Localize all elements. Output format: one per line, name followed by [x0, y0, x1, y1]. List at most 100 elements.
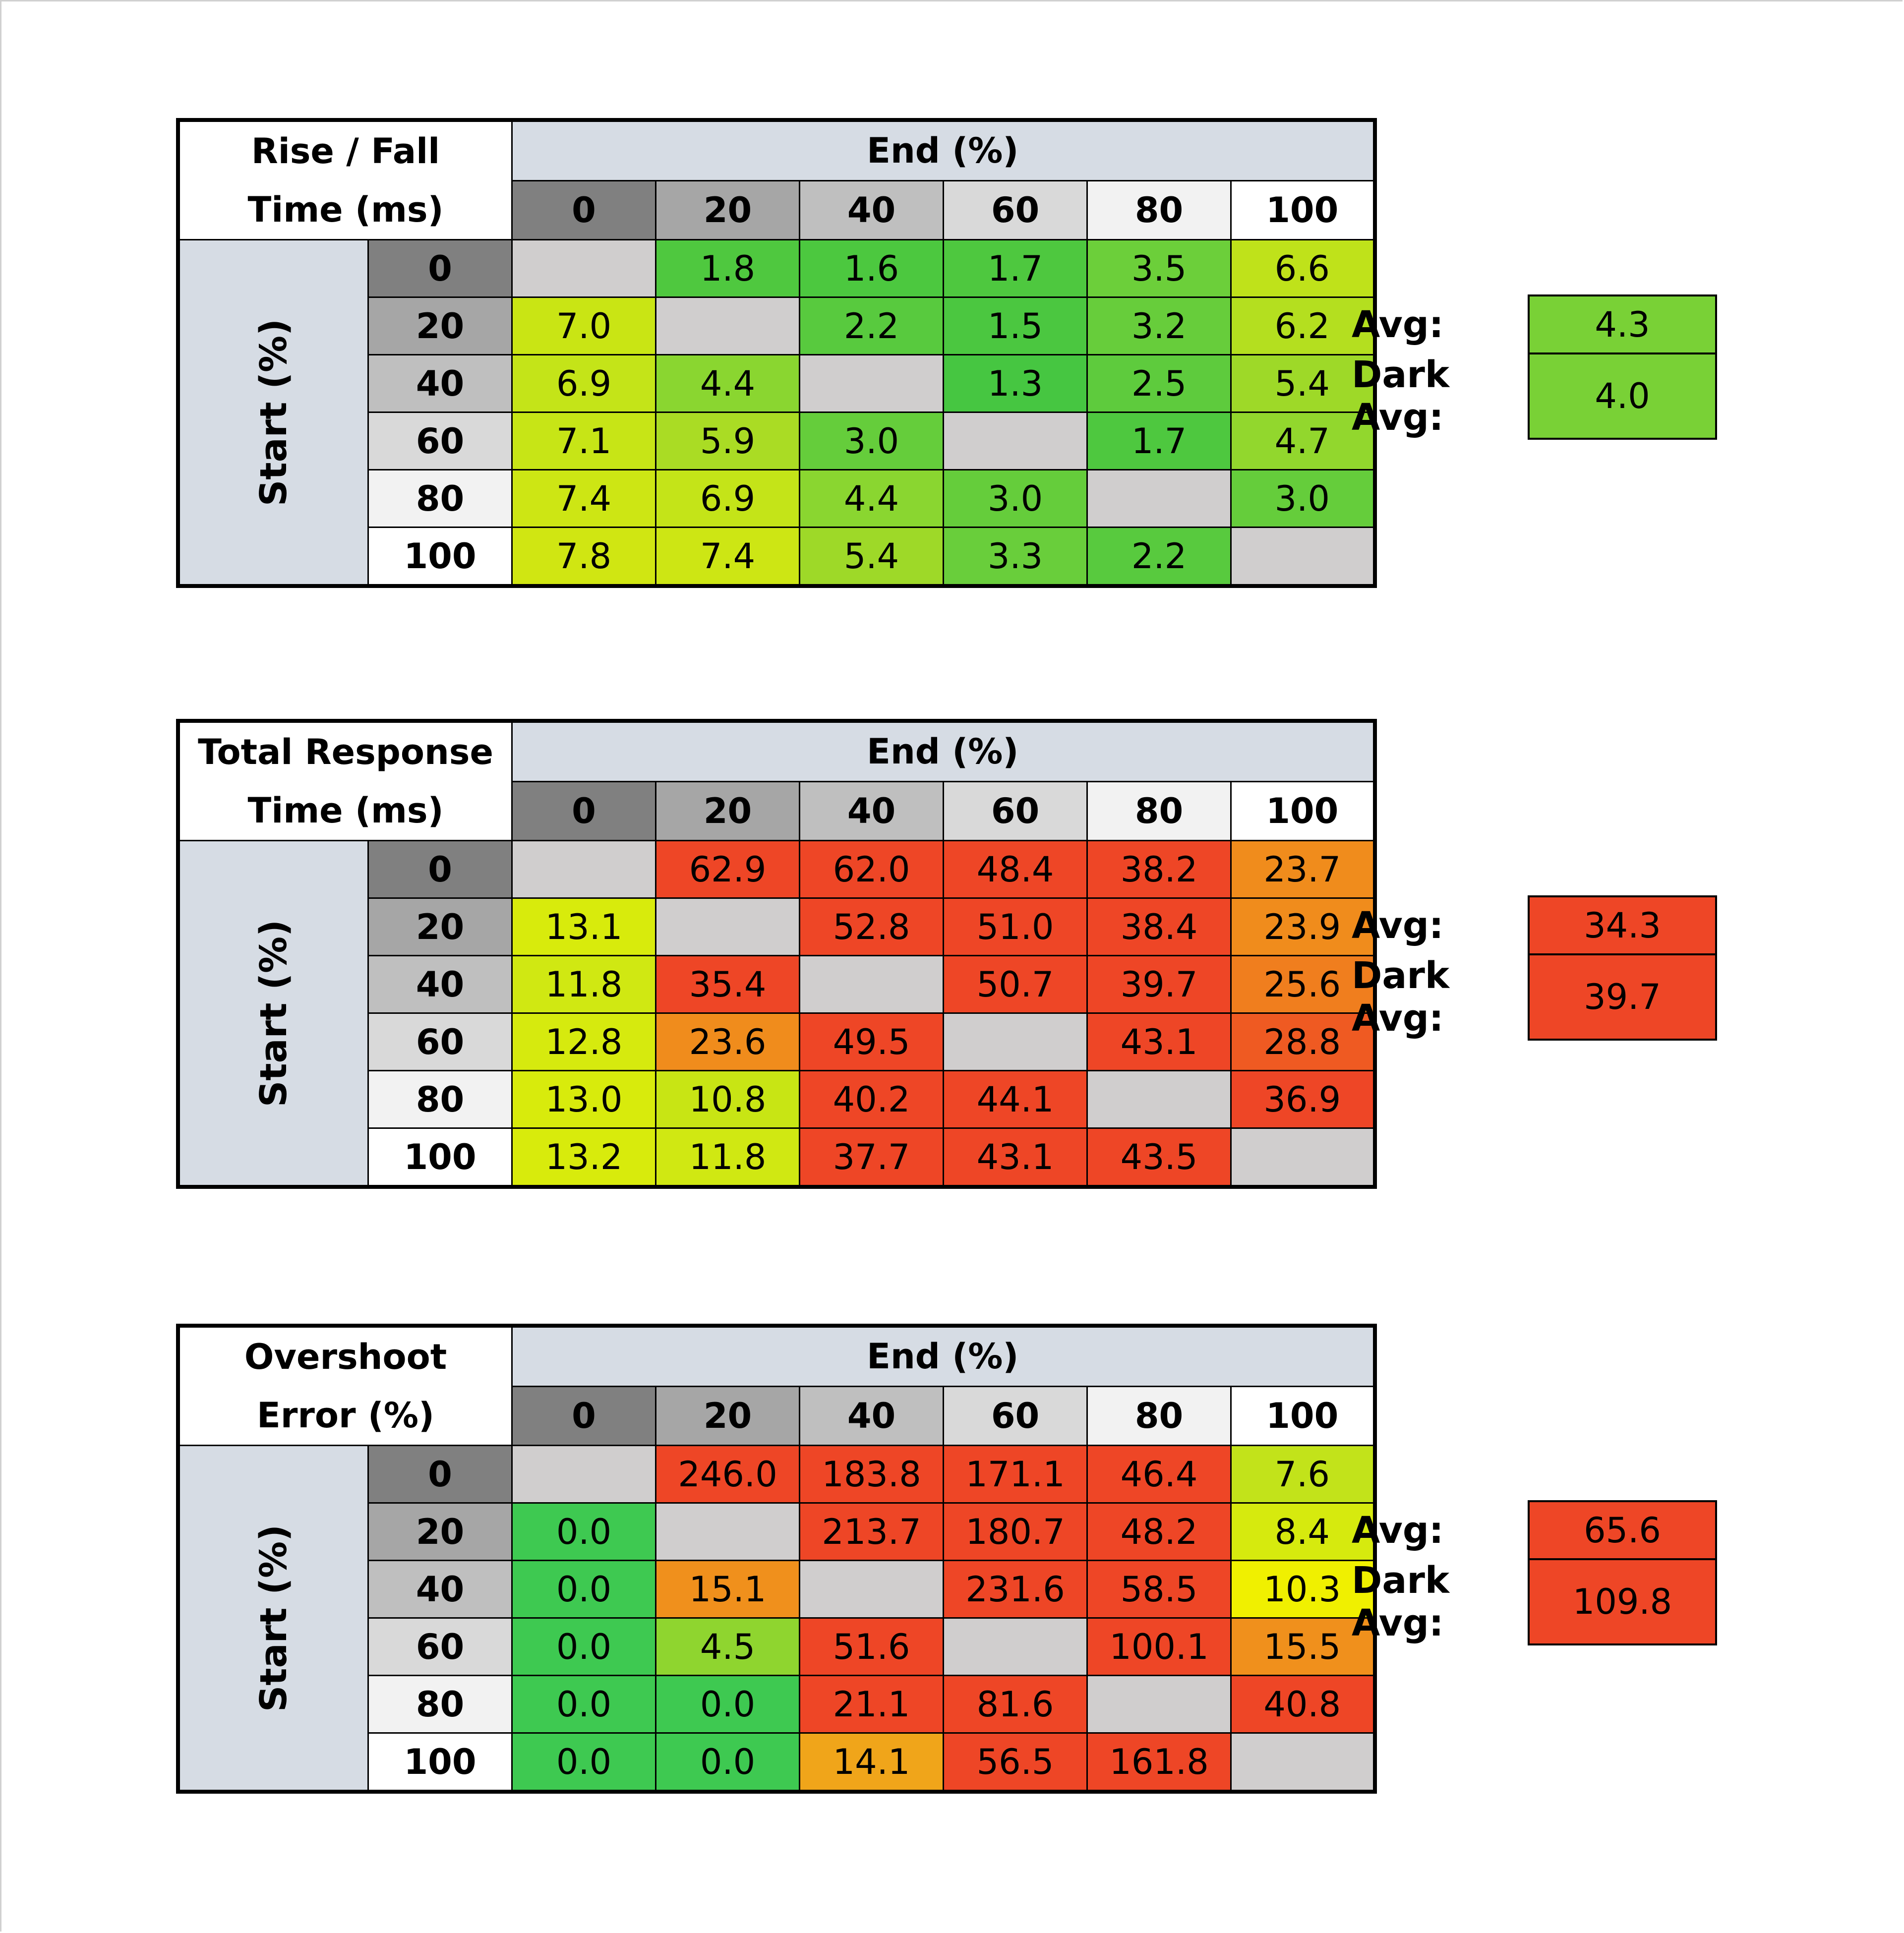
- dark-avg-value: 4.0: [1528, 352, 1717, 440]
- heatmap-cell: 28.8: [1230, 1012, 1376, 1071]
- heatmap-cell: 4.4: [799, 469, 945, 528]
- heatmap-cell: 23.7: [1230, 840, 1376, 899]
- column-header: 0: [511, 179, 657, 241]
- heatmap-cell: 8.4: [1230, 1502, 1376, 1561]
- heatmap-cell: [655, 897, 801, 956]
- row-header: 100: [367, 527, 513, 587]
- heatmap-cell: [655, 1502, 801, 1561]
- heatmap-block: Total Response Time (ms) End (%) 0 20 40 60 80 1…: [176, 719, 1377, 1189]
- heatmap-cell: 3.5: [1086, 239, 1232, 298]
- heatmap-table: Total Response Time (ms) End (%) 0 20 40 60 80 1…: [176, 719, 1377, 1189]
- heatmap-cell: [511, 239, 657, 298]
- heatmap-cell: 56.5: [943, 1732, 1088, 1793]
- heatmap-cell: 171.1: [943, 1445, 1088, 1504]
- heatmap-cell: 0.0: [511, 1732, 657, 1793]
- heatmap-cell: 48.4: [943, 840, 1088, 899]
- heatmap-cell: 5.4: [1230, 354, 1376, 413]
- dark-avg-value: 109.8: [1528, 1558, 1717, 1645]
- heatmap-cell: [1086, 1675, 1232, 1734]
- row-header: 100: [367, 1127, 513, 1188]
- column-header: 80: [1086, 179, 1232, 241]
- heatmap-cell: 4.5: [655, 1617, 801, 1676]
- heatmap-cell: 3.0: [943, 469, 1088, 528]
- heatmap-cell: 1.7: [943, 239, 1088, 298]
- heatmap-table: Overshoot Error (%) End (%) 0 20 40 60 80 100 Sta…: [176, 1324, 1377, 1794]
- avg-value: 34.3: [1528, 895, 1717, 955]
- column-header: 100: [1230, 179, 1376, 241]
- heatmap-cell: 6.9: [655, 469, 801, 528]
- average-panel: Avg: 4.3 Dark Avg: 4.0: [1349, 294, 1717, 440]
- heatmap-cell: 43.1: [943, 1127, 1088, 1188]
- start-axis-text: Start (%): [252, 318, 296, 506]
- heatmap-cell: 4.7: [1230, 411, 1376, 470]
- row-header: 0: [367, 840, 513, 899]
- avg-label: Avg:: [1352, 303, 1444, 346]
- heatmap-cell: 1.3: [943, 354, 1088, 413]
- heatmap-cell: 183.8: [799, 1445, 945, 1504]
- heatmap-cell: 213.7: [799, 1502, 945, 1561]
- table-title-line: Overshoot: [244, 1337, 447, 1377]
- heatmap-cell: 43.1: [1086, 1012, 1232, 1071]
- heatmap-cell: 46.4: [1086, 1445, 1232, 1504]
- heatmap-cell: 0.0: [655, 1675, 801, 1734]
- heatmap-cell: 7.0: [511, 296, 657, 355]
- column-header: 40: [799, 179, 945, 241]
- row-header: 40: [367, 354, 513, 413]
- column-header: 0: [511, 780, 657, 842]
- row-header: 80: [367, 469, 513, 528]
- column-header: 60: [943, 780, 1088, 842]
- row-header: 40: [367, 1560, 513, 1619]
- column-header: 80: [1086, 780, 1232, 842]
- heatmap-cell: 10.8: [655, 1070, 801, 1129]
- heatmap-cell: 7.1: [511, 411, 657, 470]
- heatmap-cell: 180.7: [943, 1502, 1088, 1561]
- heatmap-cell: 48.2: [1086, 1502, 1232, 1561]
- heatmap-cell: 161.8: [1086, 1732, 1232, 1793]
- heatmap-cell: 51.6: [799, 1617, 945, 1676]
- table-title-line: Error (%): [257, 1395, 434, 1436]
- heatmap-cell: 62.9: [655, 840, 801, 899]
- heatmap-cell: 14.1: [799, 1732, 945, 1793]
- heatmap-cell: [511, 840, 657, 899]
- heatmap-cell: 1.7: [1086, 411, 1232, 470]
- heatmap-cell: [1230, 527, 1376, 587]
- row-header: 20: [367, 296, 513, 355]
- column-header: 60: [943, 179, 1088, 241]
- row-header: 100: [367, 1732, 513, 1793]
- table-title-line: Time (ms): [247, 790, 444, 831]
- heatmap-cell: 246.0: [655, 1445, 801, 1504]
- heatmap-cell: 49.5: [799, 1012, 945, 1071]
- column-header: 100: [1230, 780, 1376, 842]
- heatmap-block: Rise / Fall Time (ms) End (%) 0 20 40 60 80 100 S…: [176, 118, 1377, 588]
- dark-avg-label: Dark Avg:: [1352, 353, 1450, 439]
- table-title-line: Rise / Fall: [251, 131, 440, 172]
- start-axis-text: Start (%): [252, 1524, 296, 1712]
- heatmap-cell: 6.9: [511, 354, 657, 413]
- heatmap-cell: 7.6: [1230, 1445, 1376, 1504]
- heatmap-cell: [943, 1617, 1088, 1676]
- heatmap-cell: 44.1: [943, 1070, 1088, 1129]
- table-title-line: Time (ms): [247, 189, 444, 230]
- heatmap-cell: [511, 1445, 657, 1504]
- heatmap-cell: 15.1: [655, 1560, 801, 1619]
- heatmap-cell: 7.4: [511, 469, 657, 528]
- column-header: 40: [799, 780, 945, 842]
- heatmap-cell: 3.3: [943, 527, 1088, 587]
- heatmap-cell: 5.9: [655, 411, 801, 470]
- heatmap-cell: 1.6: [799, 239, 945, 298]
- average-table: Avg: 4.3 Dark Avg: 4.0: [1349, 294, 1717, 440]
- end-axis-label: End (%): [511, 119, 1376, 181]
- heatmap-cell: 13.2: [511, 1127, 657, 1188]
- heatmap-cell: 3.2: [1086, 296, 1232, 355]
- column-header: 40: [799, 1385, 945, 1447]
- heatmap-cell: 0.0: [511, 1502, 657, 1561]
- heatmap-cell: 2.2: [1086, 527, 1232, 587]
- end-axis-label: End (%): [511, 720, 1376, 782]
- row-header: 60: [367, 1617, 513, 1676]
- heatmap-block: Overshoot Error (%) End (%) 0 20 40 60 80 100 Sta…: [176, 1324, 1377, 1794]
- heatmap-cell: 0.0: [511, 1560, 657, 1619]
- avg-label: Avg:: [1352, 1509, 1444, 1552]
- row-header: 60: [367, 411, 513, 470]
- average-panel: Avg: 65.6 Dark Avg: 109.8: [1349, 1500, 1717, 1645]
- heatmap-cell: 23.9: [1230, 897, 1376, 956]
